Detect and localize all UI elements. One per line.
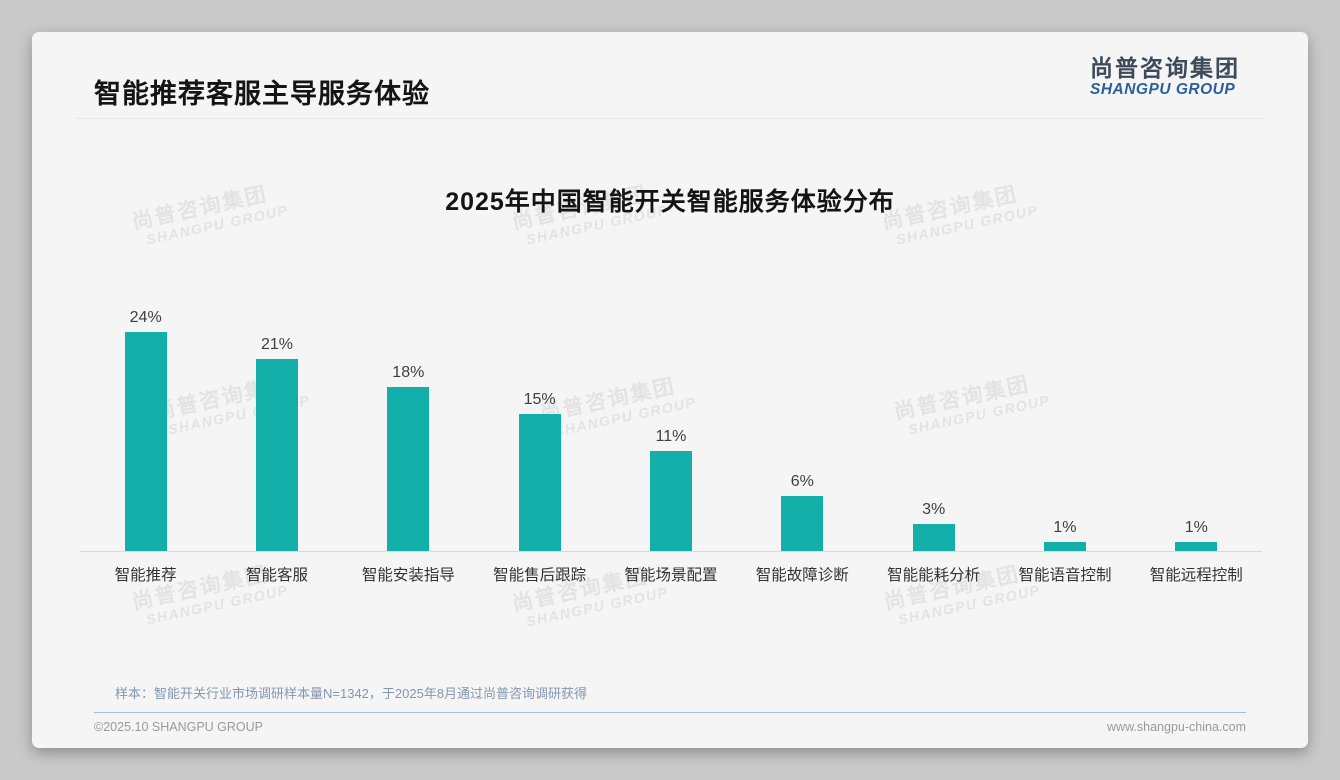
bar-column: 1% xyxy=(999,519,1130,551)
x-axis-label: 智能推荐 xyxy=(114,567,177,584)
x-axis-label: 智能能耗分析 xyxy=(887,567,981,584)
x-axis-labels: 智能推荐 智能客服 智能安装指导 智能售后跟踪 智能场景配置 智能故障诊断 智能能耗分析 智能… xyxy=(80,563,1262,585)
bar xyxy=(912,524,955,551)
bar xyxy=(649,451,692,551)
bar-column: 18% xyxy=(343,364,474,551)
x-axis-label: 智能客服 xyxy=(245,567,308,584)
bar-value-label: 18% xyxy=(392,364,425,381)
bar xyxy=(255,359,298,551)
slide-footer: ©2025.10 SHANGPU GROUP www.shangpu-china… xyxy=(94,720,1246,734)
header-divider xyxy=(76,118,1264,119)
x-axis-label: 智能安装指导 xyxy=(361,567,455,584)
bar-chart: 24% 21% 18% 15% 11% 6% 3% 1% 1% xyxy=(80,302,1262,551)
bar xyxy=(387,387,430,551)
sample-note: 样本：智能开关行业市场调研样本量N=1342，于2025年8月通过尚普咨询调研获… xyxy=(115,686,588,701)
bar-value-label: 1% xyxy=(1184,519,1208,536)
bar-column: 3% xyxy=(868,501,999,551)
chart-title: 2025年中国智能开关智能服务体验分布 xyxy=(445,188,895,216)
bar xyxy=(1043,542,1086,551)
bar-value-label: 24% xyxy=(129,309,162,326)
bar-column: 6% xyxy=(737,473,868,551)
bar xyxy=(1175,542,1218,551)
bar-column: 24% xyxy=(80,309,211,551)
bar-value-label: 6% xyxy=(790,473,814,490)
bar xyxy=(124,332,167,551)
bar-value-label: 11% xyxy=(655,428,687,445)
footer-copyright: ©2025.10 SHANGPU GROUP xyxy=(94,720,263,734)
bar-column: 11% xyxy=(605,428,736,551)
bar-value-label: 15% xyxy=(523,391,556,408)
bar xyxy=(518,414,561,551)
x-axis-label: 智能场景配置 xyxy=(624,567,718,584)
company-logo: 尚普咨询集团 SHANGPU GROUP xyxy=(1090,55,1240,99)
bar-value-label: 1% xyxy=(1053,519,1077,536)
bar xyxy=(781,496,824,551)
logo-english-name: SHANGPU GROUP xyxy=(1090,81,1236,99)
bar-column: 21% xyxy=(211,336,342,551)
bar-value-label: 3% xyxy=(922,501,946,518)
x-axis-label: 智能售后跟踪 xyxy=(493,567,587,584)
x-axis-label: 智能语音控制 xyxy=(1018,567,1112,584)
x-axis-line xyxy=(80,551,1262,552)
slide-card: 尚普咨询集团 SHANGPU GROUP 尚普咨询集团 SHANGPU GROUP 尚普… xyxy=(32,32,1308,748)
page-title: 智能推荐客服主导服务体验 xyxy=(94,79,430,109)
x-axis-label: 智能远程控制 xyxy=(1149,567,1243,584)
bar-column: 15% xyxy=(474,391,605,551)
footer-divider xyxy=(94,712,1246,713)
x-axis-label: 智能故障诊断 xyxy=(755,567,849,584)
bar-column: 1% xyxy=(1131,519,1262,551)
logo-chinese-name: 尚普咨询集团 xyxy=(1090,55,1240,81)
bar-value-label: 21% xyxy=(260,336,293,353)
footer-website: www.shangpu-china.com xyxy=(1107,720,1246,734)
